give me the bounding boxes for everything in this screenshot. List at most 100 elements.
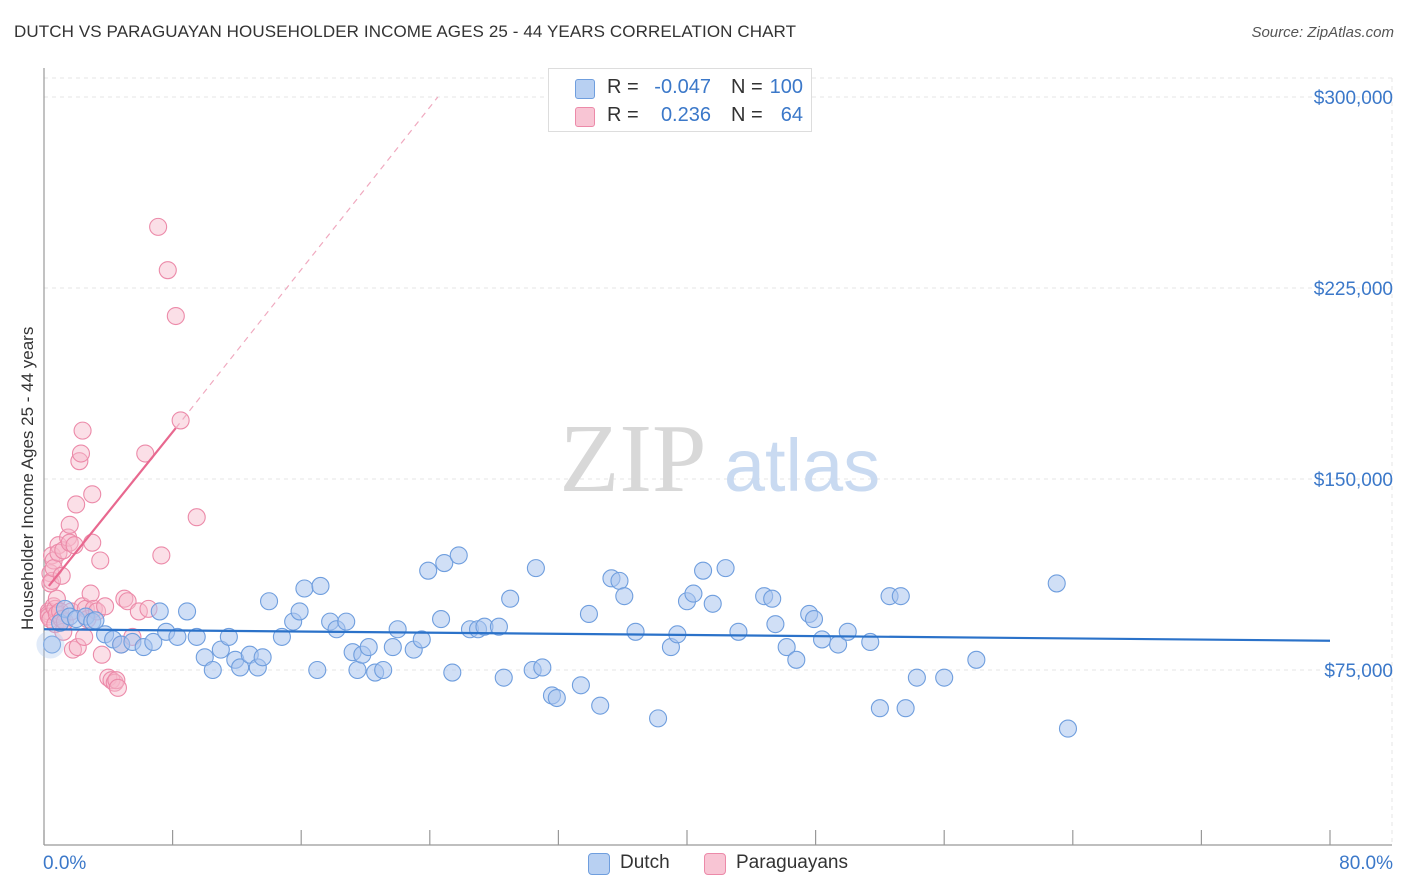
dutch-point	[501, 589, 520, 608]
paraguayans-point	[91, 551, 110, 570]
paraguayans-point	[92, 645, 111, 664]
dutch-point	[443, 663, 462, 682]
dutch-point	[374, 660, 393, 680]
dutch-point	[787, 650, 806, 669]
dutch-point	[36, 630, 65, 659]
dutch-swatch	[575, 79, 595, 99]
dutch-point	[187, 627, 206, 646]
paraguayans-point	[149, 217, 168, 236]
dutch-point	[308, 660, 327, 680]
tick-labels: $75,000 $150,000 $225,000 $300,000 0.0% 80.0%	[43, 88, 1393, 874]
paraguayans-point	[136, 444, 155, 463]
dutch-point	[763, 589, 782, 608]
y-axis-label: Householder Income Ages 25 - 44 years	[18, 326, 37, 630]
paraguayans-point	[158, 261, 177, 280]
dutch-point	[896, 699, 915, 718]
x-tick-label: 80.0%	[1339, 853, 1393, 874]
dutch-point	[610, 571, 629, 590]
dutch-point	[777, 638, 796, 657]
dutch-r-value: -0.047	[654, 76, 711, 98]
dutch-trend-line	[43, 628, 1331, 642]
dutch-point	[203, 660, 222, 680]
dutch-point	[168, 627, 187, 646]
paraguayans-point	[171, 411, 190, 430]
dutch-points	[36, 546, 1078, 738]
paraguayans-point	[68, 638, 87, 657]
dutch-point	[412, 630, 431, 649]
dutch-point	[729, 622, 748, 641]
dutch-point	[591, 696, 610, 715]
y-tick-label: $150,000	[1314, 470, 1393, 491]
dutch-point	[435, 553, 454, 573]
dutch-point	[290, 602, 309, 621]
dutch-point	[311, 576, 330, 596]
paraguayans-trend-extension	[175, 96, 439, 429]
paraguayans-point	[81, 584, 100, 603]
dutch-point	[615, 587, 634, 606]
dutch-point	[547, 688, 566, 708]
dutch-point	[812, 630, 832, 649]
dutch-r-label: R =	[607, 76, 639, 98]
dutch-point	[211, 640, 230, 659]
paraguayans-point	[83, 485, 102, 504]
dutch-point	[219, 627, 238, 646]
dutch-point	[295, 579, 314, 598]
dutch-point	[449, 546, 468, 565]
dutch-point	[359, 638, 378, 657]
paraguayans-point	[60, 533, 79, 552]
paraguayans-point	[118, 592, 137, 611]
paraguayans-point	[49, 543, 68, 562]
dutch-n-label: N =	[731, 76, 763, 98]
dutch-point	[1047, 574, 1066, 593]
dutch-point	[804, 610, 824, 629]
paraguayans-point	[102, 671, 121, 690]
dutch-legend-swatch	[588, 853, 610, 875]
dutch-point	[178, 602, 197, 621]
paraguayans-point	[75, 627, 94, 646]
dutch-point	[42, 635, 62, 654]
paraguayans-point	[60, 515, 79, 534]
paraguayans-legend-swatch	[704, 853, 726, 875]
dutch-point	[144, 632, 163, 652]
legend-row-paraguayans: R = 0.236 N = 64	[549, 101, 811, 129]
x-tick-label: 0.0%	[43, 853, 86, 874]
source-credit: Source: ZipAtlas.com	[1251, 24, 1394, 41]
dutch-point	[388, 620, 407, 639]
paraguayans-trend-line	[47, 427, 177, 587]
paraguayans-point	[83, 533, 102, 552]
watermark-atlas: atlas	[724, 424, 880, 507]
y-tick-label: $300,000	[1314, 88, 1393, 109]
dutch-point	[870, 699, 889, 718]
dutch-n-value: 100	[769, 76, 803, 98]
trend-lines	[43, 96, 1331, 642]
dutch-point	[494, 668, 513, 687]
dutch-point	[838, 622, 857, 641]
dutch-legend-label: Dutch	[620, 852, 670, 873]
y-tick-label: $225,000	[1314, 279, 1393, 300]
correlation-legend: R = -0.047 N = 100 R = 0.236 N = 64	[548, 68, 812, 132]
dutch-point	[195, 648, 214, 667]
paraguayans-point	[49, 536, 68, 555]
paraguayans-point	[166, 306, 185, 326]
dutch-point	[716, 559, 735, 578]
paraguayans-swatch	[575, 107, 595, 127]
dutch-point	[419, 561, 438, 580]
dutch-point	[337, 612, 356, 631]
gridlines	[44, 77, 1393, 845]
paraguayans-point	[152, 546, 171, 565]
dutch-point	[694, 561, 713, 580]
dutch-point	[231, 658, 250, 677]
paraguayans-legend-label: Paraguayans	[736, 852, 848, 873]
paraguayans-point	[108, 678, 127, 697]
dutch-point	[259, 592, 279, 611]
dutch-point	[150, 602, 169, 621]
dutch-point	[348, 660, 367, 680]
dutch-point	[907, 668, 926, 687]
dutch-point	[383, 638, 402, 657]
paraguayans-point	[115, 589, 134, 608]
dutch-point	[272, 627, 291, 646]
dutch-point	[891, 587, 910, 606]
dutch-point	[766, 615, 785, 634]
paraguayans-point	[107, 671, 126, 690]
